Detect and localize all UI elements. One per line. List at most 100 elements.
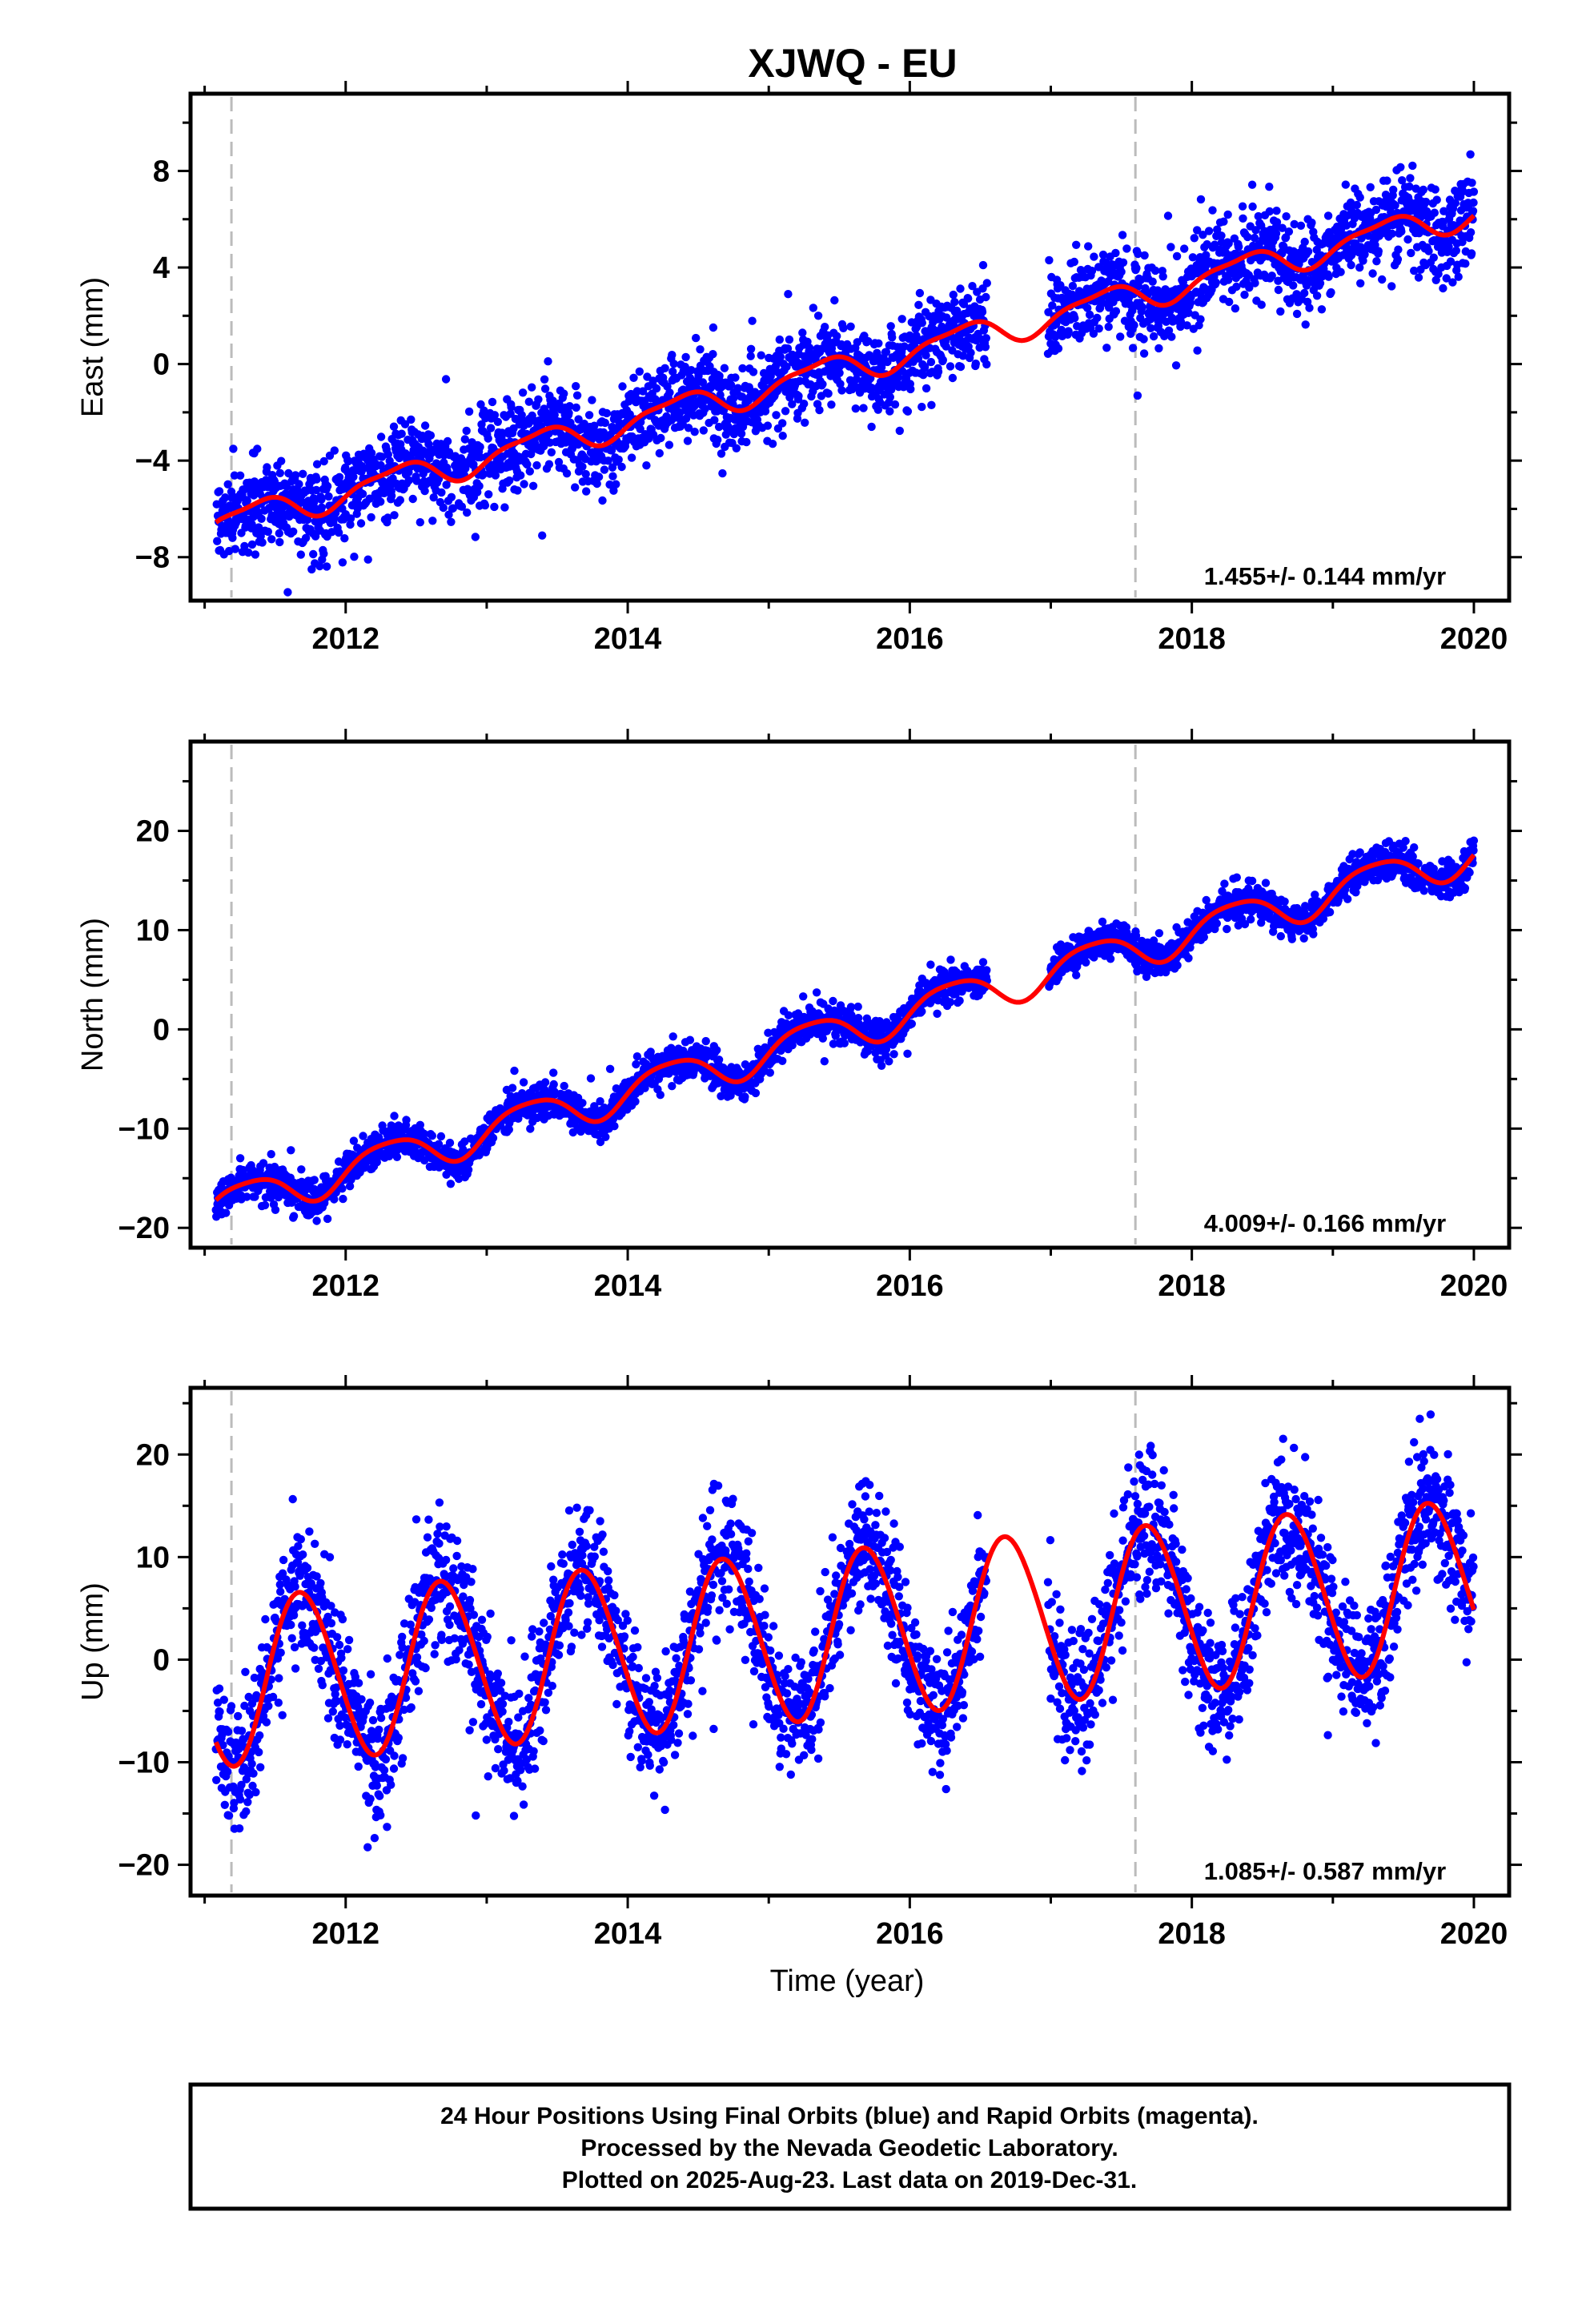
data-point: [445, 1138, 455, 1148]
data-point: [1387, 229, 1396, 238]
data-point: [687, 366, 696, 375]
data-point: [746, 344, 756, 353]
velocity-label: 1.455+/- 0.144 mm/yr: [1204, 562, 1446, 590]
plot-frame: [188, 91, 1512, 603]
data-point: [959, 300, 969, 308]
data-point: [917, 402, 926, 412]
data-point: [507, 403, 516, 412]
data-point: [1431, 185, 1439, 194]
data-point: [679, 385, 688, 394]
data-point: [956, 362, 966, 372]
data-point: [1442, 274, 1451, 283]
data-point: [460, 1137, 469, 1146]
data-point: [1182, 321, 1191, 330]
data-point: [818, 1034, 827, 1043]
data-point: [800, 400, 809, 408]
data-points: [211, 836, 1479, 1225]
data-point: [289, 1212, 299, 1220]
data-point: [618, 382, 627, 391]
data-point: [223, 480, 232, 489]
y-tick-label: −8: [135, 541, 170, 575]
data-point: [617, 462, 626, 472]
data-point: [914, 300, 923, 309]
data-point: [221, 493, 230, 502]
data-point: [1138, 303, 1146, 312]
data-point: [1219, 217, 1228, 226]
data-point: [528, 383, 536, 392]
data-point: [301, 533, 311, 542]
data-point: [749, 368, 758, 376]
data-point: [365, 494, 374, 503]
data-point: [544, 460, 554, 468]
data-point: [1352, 200, 1362, 210]
data-point: [443, 436, 452, 446]
data-point: [338, 1184, 347, 1193]
data-point: [1327, 287, 1335, 297]
data-point: [428, 517, 437, 525]
data-point: [604, 456, 612, 465]
data-point: [506, 409, 515, 418]
data-point: [978, 958, 988, 967]
data-point: [607, 446, 616, 455]
data-point: [387, 491, 396, 501]
data-point: [267, 535, 276, 544]
data-point: [323, 1214, 332, 1224]
data-point: [942, 313, 951, 322]
data-point: [732, 444, 741, 452]
data-point: [1317, 305, 1327, 314]
data-point: [829, 996, 837, 1006]
data-point: [655, 448, 664, 458]
data-point: [642, 461, 651, 470]
data-point: [1111, 307, 1121, 316]
data-point: [699, 426, 708, 435]
data-point: [1454, 272, 1463, 281]
data-point: [1104, 322, 1113, 332]
data-point: [1167, 332, 1176, 341]
data-point: [1372, 257, 1381, 266]
data-point: [949, 290, 958, 300]
data-point: [846, 1003, 856, 1011]
data-point: [942, 342, 950, 351]
data-point: [1224, 239, 1233, 248]
data-point: [560, 1081, 568, 1091]
data-point: [1374, 247, 1383, 255]
y-tick-label: 0: [153, 348, 170, 382]
data-point: [714, 1055, 724, 1064]
data-point: [1204, 227, 1214, 235]
data-point: [358, 489, 367, 498]
data-point: [600, 465, 609, 474]
data-point: [596, 1097, 604, 1106]
data-point: [685, 1035, 695, 1044]
data-point: [635, 367, 644, 376]
data-point: [1117, 267, 1126, 276]
data-point: [296, 550, 305, 559]
data-point: [540, 1078, 550, 1087]
data-point: [885, 407, 894, 416]
data-point: [1044, 308, 1053, 316]
data-point: [784, 1011, 793, 1020]
data-point: [404, 476, 413, 485]
data-point: [484, 434, 492, 443]
data-point: [1083, 304, 1092, 312]
data-point: [874, 339, 883, 348]
data-point: [690, 428, 699, 436]
data-point: [1419, 185, 1428, 195]
data-point: [946, 998, 955, 1007]
data-point: [1444, 243, 1453, 251]
data-point: [476, 442, 484, 452]
data-point: [594, 472, 604, 481]
data-point: [1461, 259, 1470, 268]
data-point: [1292, 309, 1302, 319]
data-point: [776, 352, 785, 361]
data-point: [729, 394, 738, 403]
data-point: [840, 1039, 849, 1047]
data-point: [1163, 211, 1173, 220]
figure-title: XJWQ - EU: [748, 41, 957, 86]
data-point: [835, 368, 844, 377]
data-point: [900, 342, 909, 351]
data-point: [1140, 251, 1149, 260]
data-point: [397, 429, 406, 438]
data-point: [330, 446, 339, 455]
data-point: [334, 528, 343, 537]
